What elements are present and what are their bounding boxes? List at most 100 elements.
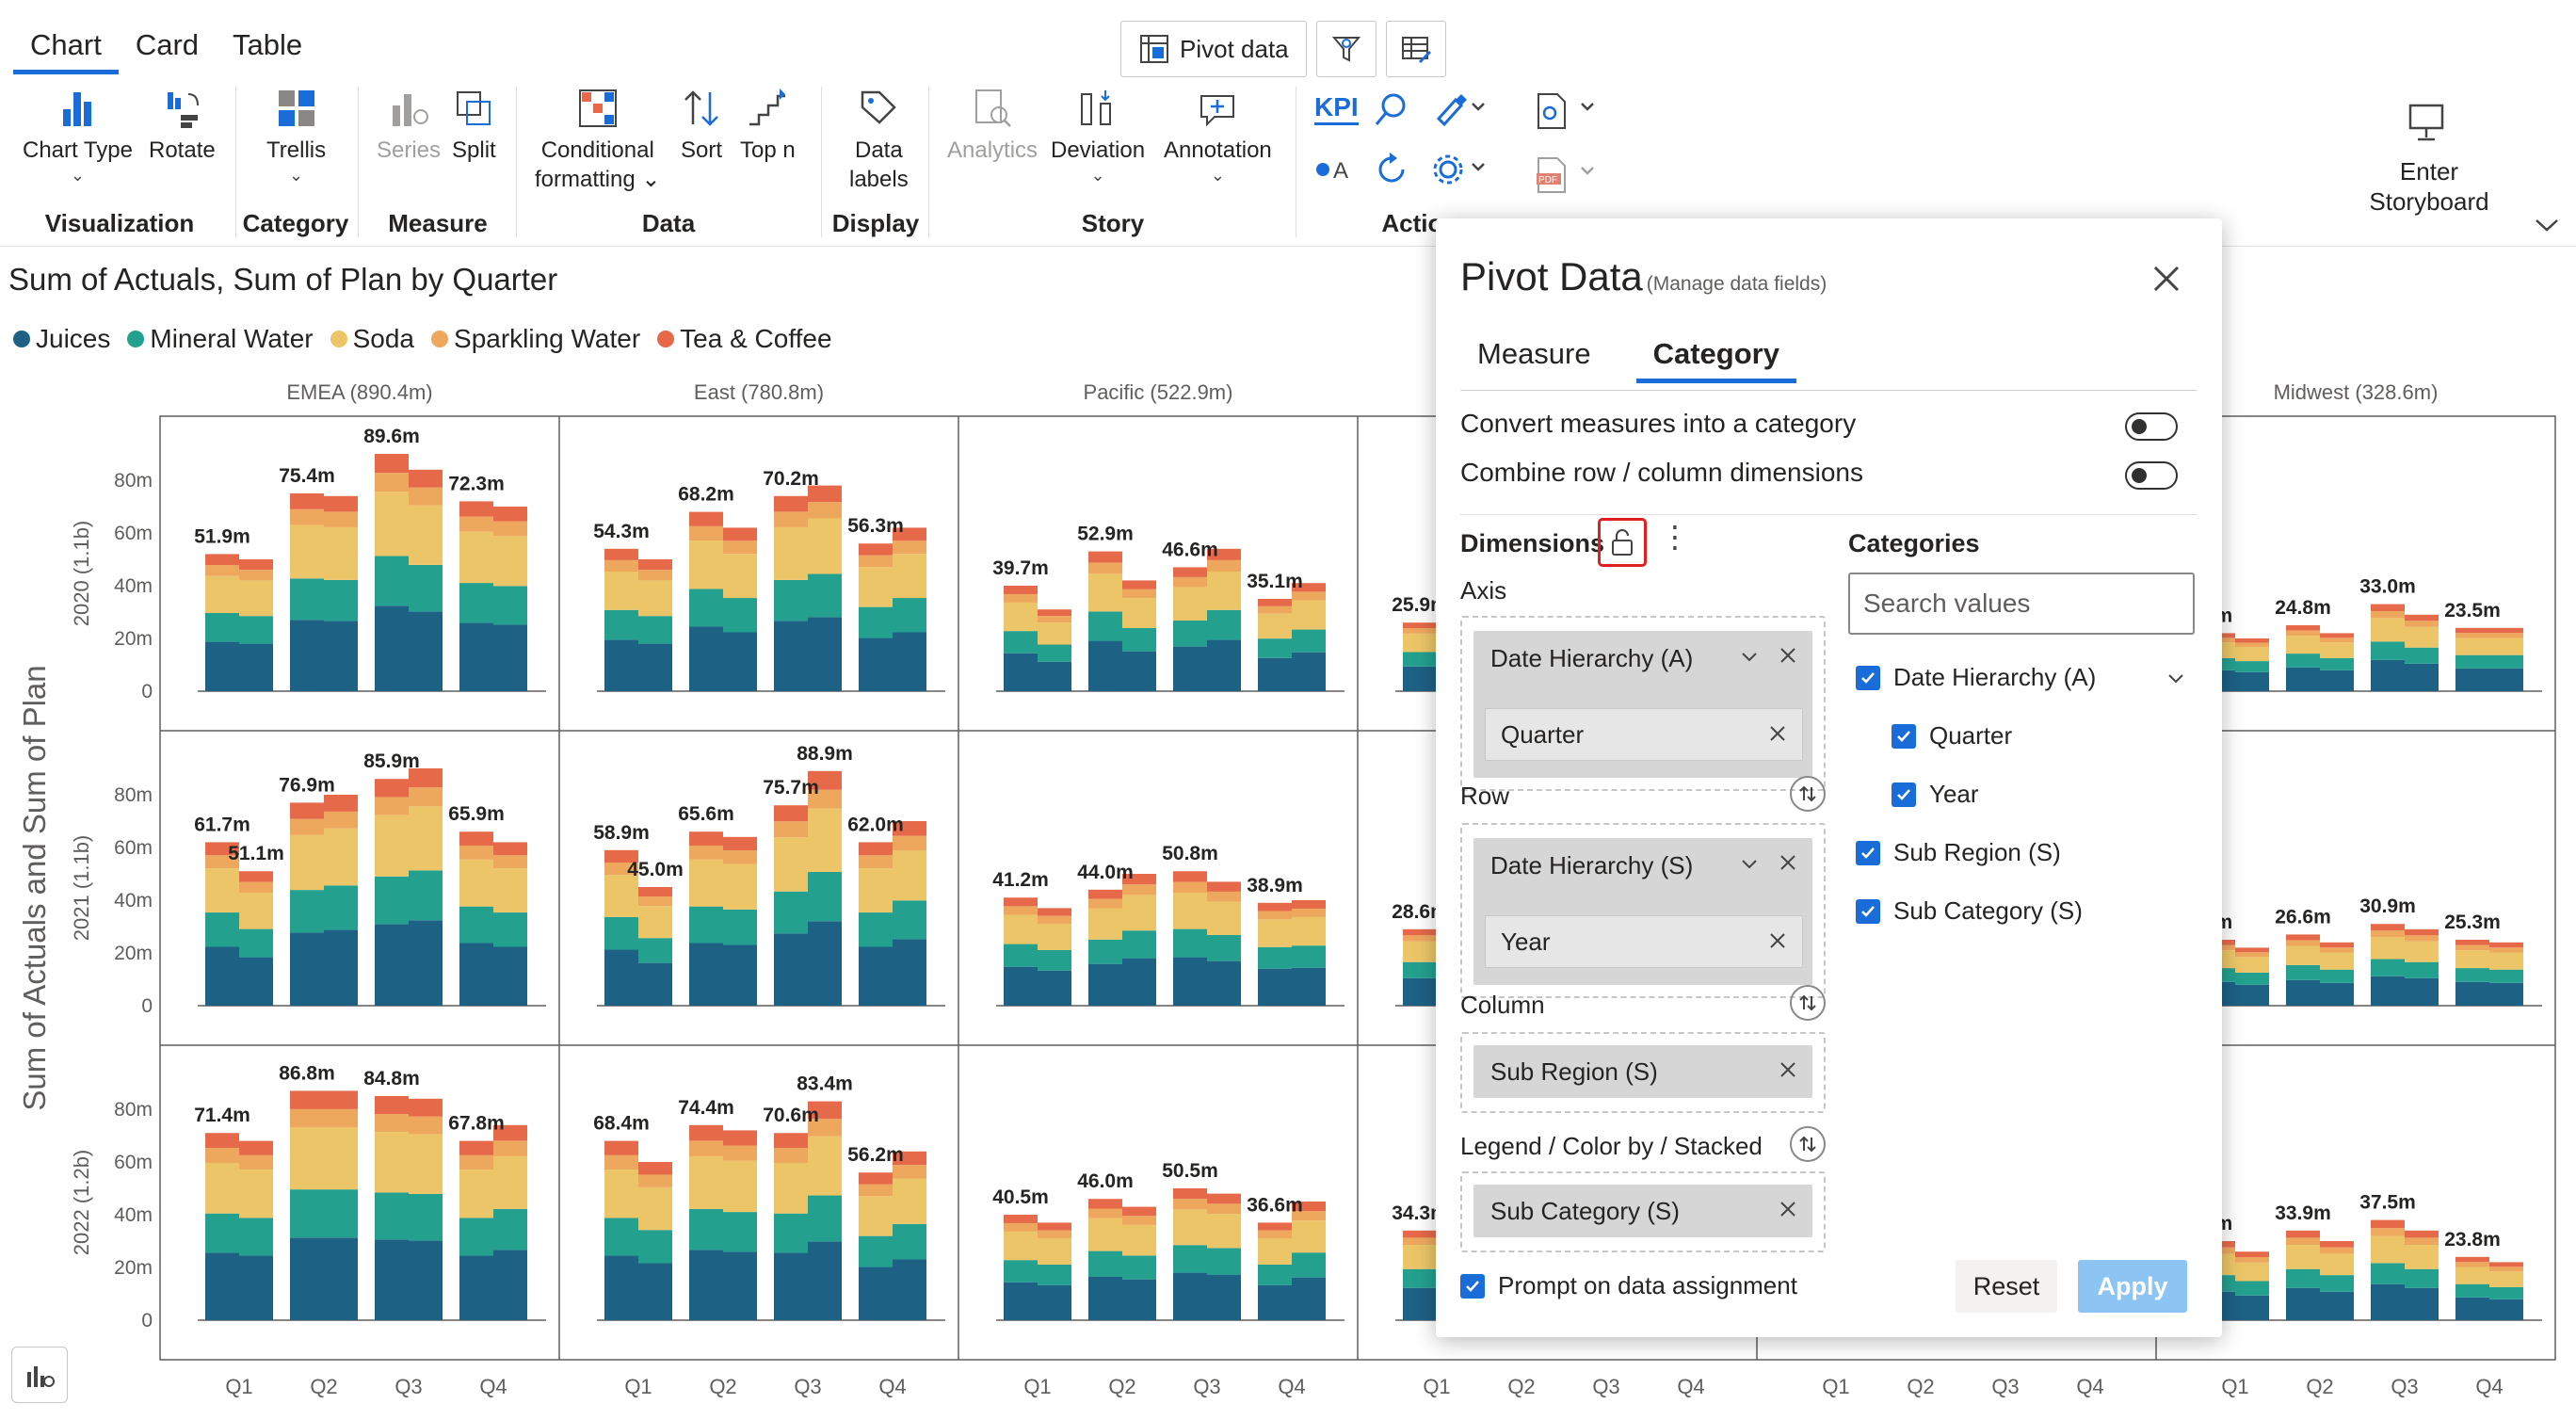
tab-measure[interactable]: Measure bbox=[1477, 337, 1591, 370]
settings-icon[interactable] bbox=[1431, 151, 1488, 188]
edit-table-button[interactable] bbox=[1385, 21, 1446, 77]
color-a-icon[interactable]: A bbox=[1314, 153, 1352, 186]
checkbox-checked[interactable] bbox=[1460, 1273, 1485, 1299]
annotation-button[interactable]: Annotation ⌄ bbox=[1164, 87, 1272, 184]
convert-measures-toggle[interactable] bbox=[2125, 412, 2178, 441]
bar-segment bbox=[1403, 633, 1437, 653]
filter-button[interactable] bbox=[1315, 21, 1377, 77]
more-options-icon[interactable]: ⋮ bbox=[1660, 520, 1690, 554]
reset-button[interactable]: Reset bbox=[1956, 1260, 2057, 1313]
tree-item-sub-category[interactable]: Sub Category (S) bbox=[1856, 896, 2083, 926]
legend-item-mineral-water[interactable]: Mineral Water bbox=[127, 324, 314, 354]
bar-segment bbox=[459, 943, 493, 1006]
close-icon[interactable] bbox=[2146, 258, 2187, 299]
swap-legend-button[interactable] bbox=[1790, 1126, 1826, 1162]
tree-item-date-hierarchy-a[interactable]: Date Hierarchy (A) bbox=[1856, 663, 2186, 692]
legend-item-tea-coffee[interactable]: Tea & Coffee bbox=[657, 324, 832, 354]
row-pill[interactable]: Date Hierarchy (S) Year bbox=[1473, 838, 1812, 985]
table-edit-icon bbox=[1401, 37, 1431, 63]
bar-segment bbox=[459, 622, 493, 691]
trellis-button[interactable]: Trellis ⌄ bbox=[266, 87, 326, 184]
bar-segment bbox=[493, 624, 527, 691]
tree-item-year[interactable]: Year bbox=[1892, 780, 1979, 809]
remove-icon[interactable] bbox=[1766, 722, 1789, 745]
kpi-button[interactable]: KPI bbox=[1314, 92, 1359, 125]
row-sub-pill[interactable]: Year bbox=[1485, 915, 1803, 968]
rotate-button[interactable]: Rotate bbox=[149, 87, 216, 165]
pivot-data-panel: Pivot Data (Manage data fields) Measure C… bbox=[1436, 218, 2222, 1337]
checkbox-checked[interactable] bbox=[1856, 840, 1880, 865]
tree-item-sub-region[interactable]: Sub Region (S) bbox=[1856, 838, 2061, 867]
conditional-formatting-button[interactable]: Conditional formatting ⌄ bbox=[535, 87, 661, 194]
prompt-on-assignment[interactable]: Prompt on data assignment bbox=[1460, 1271, 1797, 1300]
swap-row-button[interactable] bbox=[1790, 776, 1826, 812]
deviation-button[interactable]: Deviation ⌄ bbox=[1051, 87, 1145, 184]
checkbox-checked[interactable] bbox=[1856, 898, 1880, 924]
axis-sub-pill[interactable]: Quarter bbox=[1485, 708, 1803, 761]
axis-pill[interactable]: Date Hierarchy (A) Quarter bbox=[1473, 631, 1812, 778]
chart-settings-button[interactable] bbox=[11, 1347, 68, 1403]
paint-brush-icon[interactable] bbox=[1431, 90, 1488, 128]
column-pill[interactable]: Sub Region (S) bbox=[1473, 1045, 1812, 1098]
top-n-button[interactable]: Top n bbox=[740, 87, 796, 165]
analytics-button[interactable]: Analytics bbox=[947, 87, 1038, 165]
tab-card[interactable]: Card bbox=[135, 28, 200, 61]
series-button[interactable]: Series bbox=[377, 87, 441, 165]
swap-column-button[interactable] bbox=[1790, 985, 1826, 1021]
lock-button[interactable] bbox=[1598, 518, 1647, 567]
checkbox-checked[interactable] bbox=[1856, 665, 1880, 690]
data-label: 50.5m bbox=[1162, 1160, 1218, 1182]
bar-segment bbox=[290, 802, 324, 819]
legend-item-juices[interactable]: Juices bbox=[13, 324, 110, 354]
search-values-input[interactable]: Search values bbox=[1848, 573, 2195, 635]
remove-icon[interactable] bbox=[1777, 1198, 1799, 1220]
bar-segment bbox=[324, 1189, 358, 1238]
bar-segment bbox=[1038, 609, 1071, 617]
toggle-knob bbox=[2132, 419, 2147, 434]
column-well[interactable]: Sub Region (S) bbox=[1460, 1032, 1826, 1113]
remove-icon[interactable] bbox=[1777, 1058, 1799, 1081]
chart-type-button[interactable]: Chart Type ⌄ bbox=[23, 87, 133, 184]
legend-item-sparkling-water[interactable]: Sparkling Water bbox=[431, 324, 640, 354]
axis-well[interactable]: Date Hierarchy (A) Quarter bbox=[1460, 616, 1826, 791]
checkbox-checked[interactable] bbox=[1892, 723, 1916, 749]
enter-storyboard-button[interactable]: Enter Storyboard bbox=[2354, 156, 2504, 217]
refresh-icon[interactable] bbox=[1373, 151, 1410, 188]
tab-table[interactable]: Table bbox=[233, 28, 303, 61]
chevron-down-icon[interactable] bbox=[1739, 646, 1760, 667]
y-tick-label: 0 bbox=[141, 995, 153, 1017]
tab-category[interactable]: Category bbox=[1635, 331, 1796, 383]
bar-segment bbox=[638, 570, 672, 581]
remove-icon[interactable] bbox=[1777, 644, 1799, 667]
collapse-ribbon-icon[interactable] bbox=[2533, 217, 2561, 235]
search-icon[interactable] bbox=[1373, 90, 1410, 128]
chevron-down-icon[interactable] bbox=[1739, 853, 1760, 874]
remove-icon[interactable] bbox=[1766, 929, 1789, 952]
x-tick-label: Q4 bbox=[2475, 1375, 2503, 1398]
split-button[interactable]: Split bbox=[452, 87, 496, 165]
legend-well[interactable]: Sub Category (S) bbox=[1460, 1171, 1826, 1252]
trellis-label: Trellis bbox=[266, 137, 327, 163]
sort-button[interactable]: Sort bbox=[680, 87, 723, 165]
bar-segment bbox=[638, 906, 672, 939]
legend-item-soda[interactable]: Soda bbox=[330, 324, 414, 354]
apply-button[interactable]: Apply bbox=[2078, 1260, 2187, 1313]
bar-segment bbox=[1038, 644, 1071, 662]
legend-pill[interactable]: Sub Category (S) bbox=[1473, 1185, 1812, 1237]
data-labels-button[interactable]: Data labels bbox=[849, 87, 909, 194]
tree-item-quarter[interactable]: Quarter bbox=[1892, 721, 2012, 750]
pdf-icon[interactable]: PDF bbox=[1533, 154, 1599, 196]
checkbox-checked[interactable] bbox=[1892, 782, 1916, 807]
pivot-data-button[interactable]: Pivot data bbox=[1120, 21, 1307, 77]
bar-segment bbox=[1403, 977, 1437, 1006]
row-well[interactable]: Date Hierarchy (S) Year bbox=[1460, 823, 1826, 998]
bar-segment bbox=[1173, 871, 1207, 882]
tab-chart[interactable]: Chart bbox=[13, 13, 119, 74]
remove-icon[interactable] bbox=[1777, 851, 1799, 874]
bar-segment bbox=[409, 870, 443, 921]
bar-segment bbox=[1258, 946, 1292, 969]
export-settings-icon[interactable] bbox=[1533, 90, 1599, 132]
combine-dimensions-toggle[interactable] bbox=[2125, 461, 2178, 490]
chevron-down-icon[interactable] bbox=[2165, 668, 2186, 688]
bar-segment bbox=[774, 805, 808, 822]
